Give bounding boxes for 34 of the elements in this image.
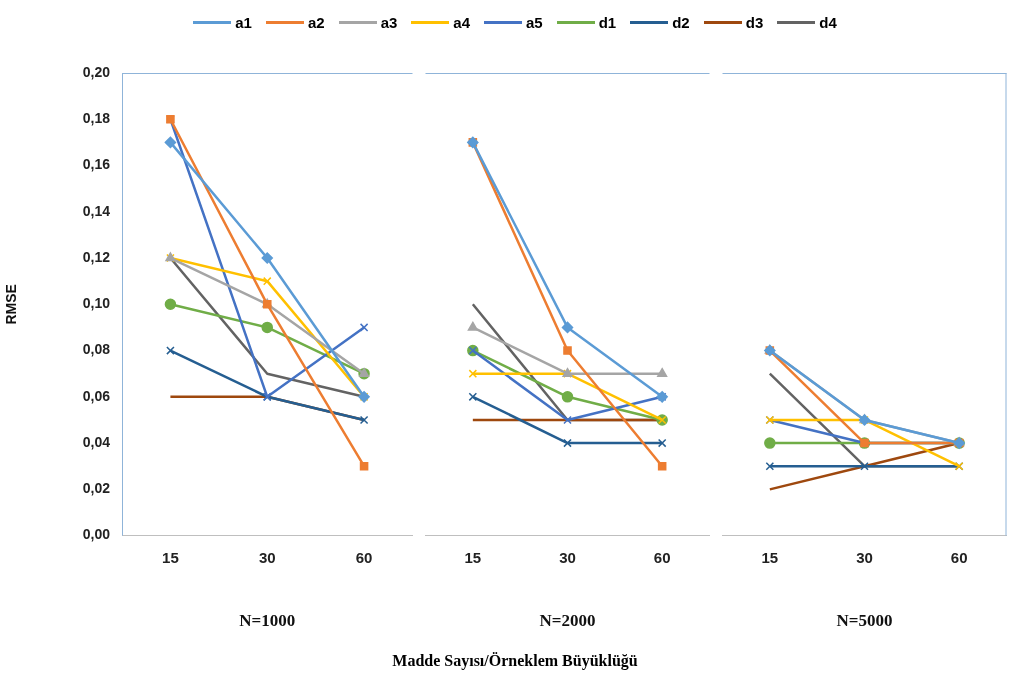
legend-label: a3 <box>380 14 398 31</box>
y-tick-label: 0,16 <box>82 156 111 173</box>
y-axis-title: RMSE <box>3 284 20 325</box>
y-tick-label: 0,20 <box>82 63 111 80</box>
legend-label: d1 <box>598 14 617 31</box>
y-tick-label: 0,00 <box>82 526 111 543</box>
legend-label: d2 <box>672 14 690 31</box>
x-tick-label: 15 <box>761 548 779 566</box>
x-tick-label: 30 <box>856 548 873 566</box>
x-axis-title: N=5000 <box>836 611 893 631</box>
y-tick-label: 0,04 <box>82 433 111 450</box>
legend-label: a4 <box>453 14 470 31</box>
x-tick-label: 30 <box>258 548 276 566</box>
x-tick-label: 60 <box>355 548 373 566</box>
legend-label: a2 <box>307 14 325 31</box>
x-tick-label: 60 <box>950 548 968 566</box>
text: Madde Sayısı/Örneklem Büyüklüğü <box>391 652 639 670</box>
y-tick-label: 0,18 <box>82 110 111 127</box>
x-tick-label: 15 <box>464 548 482 566</box>
x-tick-label: 30 <box>559 548 576 566</box>
y-tick-label: 0,02 <box>82 480 111 497</box>
legend-label: d3 <box>745 14 764 31</box>
y-tick-label: 0,14 <box>82 202 111 219</box>
x-axis-title: N=2000 <box>539 611 596 631</box>
legend-label: a5 <box>526 14 543 31</box>
x-tick-label: 60 <box>653 548 671 566</box>
legend-label: d4 <box>819 14 837 31</box>
x-tick-label: 15 <box>162 548 179 566</box>
y-tick-label: 0,12 <box>82 248 111 265</box>
y-tick-label: 0,08 <box>82 341 111 358</box>
legend-label: a1 <box>235 14 252 31</box>
y-tick-label: 0,10 <box>82 295 111 312</box>
y-tick-label: 0,06 <box>82 387 111 404</box>
x-axis-title: N=1000 <box>239 611 296 631</box>
